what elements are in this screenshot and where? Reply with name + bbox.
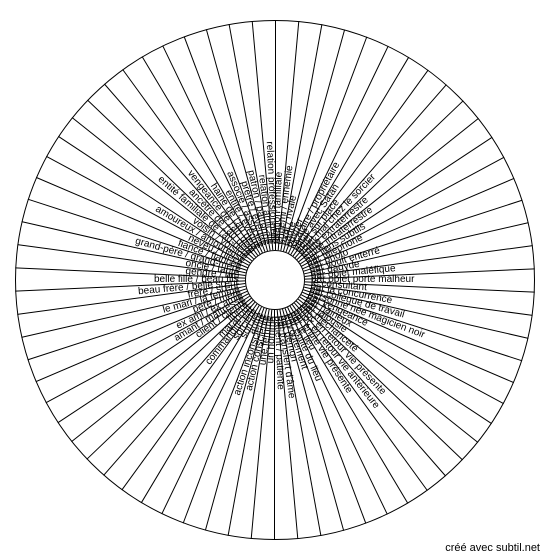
wheel-inner-circle <box>245 250 305 310</box>
diagram-stage: relation professionnellerelation amicale… <box>0 0 550 560</box>
credit-text: créé avec subtil.net <box>445 542 540 554</box>
radial-wheel: relation professionnellerelation amicale… <box>15 20 535 540</box>
